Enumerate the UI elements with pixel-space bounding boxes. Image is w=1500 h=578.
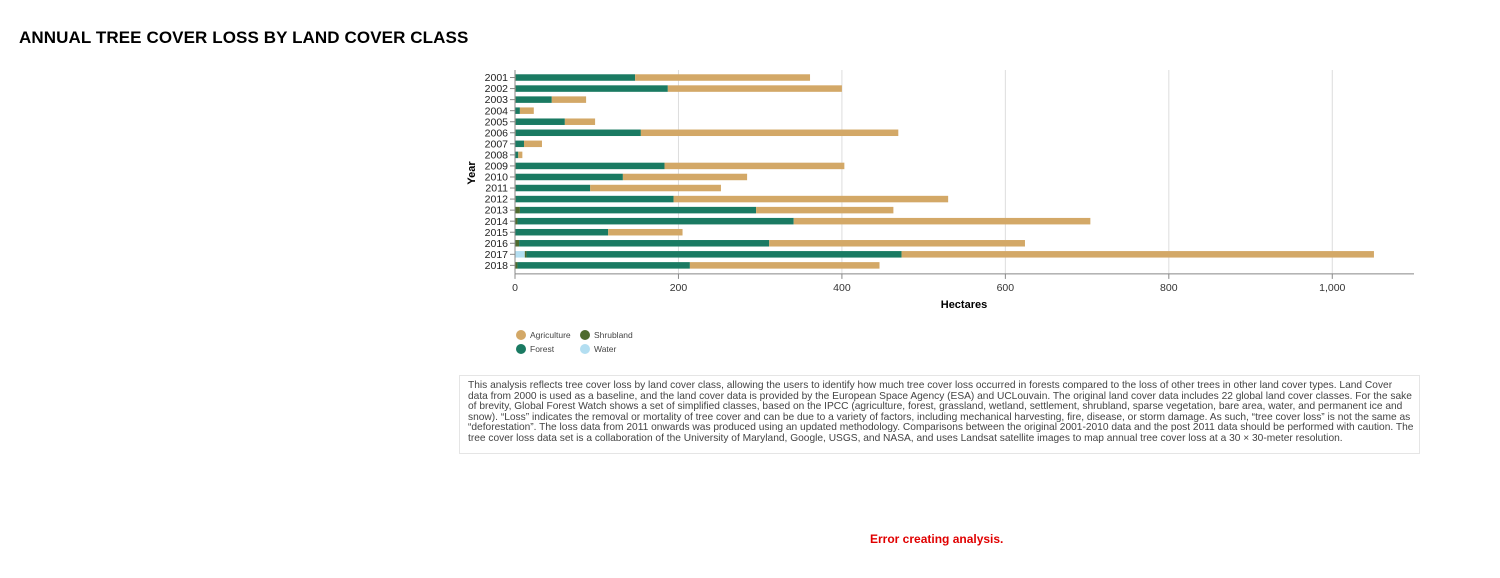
x-axis: 0 200 400 600 800 1,000 — [512, 273, 1414, 294]
bar-agriculture-2009[interactable] — [664, 162, 845, 170]
bar-agriculture-2014[interactable] — [793, 217, 1091, 225]
bar-agriculture-2003[interactable] — [551, 96, 587, 103]
bar-agriculture-2005[interactable] — [564, 118, 596, 125]
bar-agriculture-2002[interactable] — [667, 85, 842, 92]
bar-forest-2015[interactable] — [515, 228, 609, 236]
bar-forest-2003[interactable] — [515, 96, 552, 103]
y-tick-label: 2006 — [485, 127, 509, 139]
y-tick-label: 2003 — [485, 94, 509, 106]
y-tick-label: 2016 — [485, 238, 509, 250]
bar-agriculture-2008[interactable] — [518, 151, 523, 159]
y-axis: 2001200220032004200520062007200820092010… — [485, 70, 516, 274]
bar-agriculture-2001[interactable] — [635, 74, 811, 81]
x-tick-label: 1,000 — [1319, 282, 1345, 294]
legend-label: Agriculture — [530, 330, 571, 340]
bar-agriculture-2016[interactable] — [769, 240, 1025, 247]
y-tick-label: 2011 — [485, 183, 508, 195]
bar-agriculture-2012[interactable] — [673, 195, 949, 203]
y-tick-label: 2008 — [485, 149, 509, 161]
legend-swatch — [516, 344, 526, 354]
legend-swatch — [580, 344, 590, 354]
bar-agriculture-2004[interactable] — [519, 107, 534, 114]
bar-agriculture-2017[interactable] — [901, 251, 1374, 258]
x-tick-label: 600 — [997, 282, 1015, 294]
bar-agriculture-2006[interactable] — [640, 129, 899, 137]
y-tick-label: 2012 — [485, 194, 509, 206]
y-tick-label: 2004 — [485, 105, 509, 117]
bar-shrubland-2014[interactable] — [515, 217, 518, 225]
bar-shrubland-2017[interactable] — [524, 251, 527, 258]
legend-swatch — [516, 330, 526, 340]
bar-agriculture-2010[interactable] — [622, 173, 748, 181]
bar-shrubland-2013[interactable] — [515, 206, 520, 214]
x-tick-label: 400 — [833, 282, 851, 294]
y-tick-label: 2009 — [485, 161, 509, 173]
bar-agriculture-2013[interactable] — [756, 206, 894, 214]
x-tick-label: 200 — [670, 282, 688, 294]
y-tick-label: 2010 — [485, 172, 509, 184]
bar-forest-2016[interactable] — [519, 240, 770, 247]
bar-forest-2009[interactable] — [515, 162, 665, 170]
y-tick-label: 2002 — [485, 83, 509, 95]
bar-forest-2005[interactable] — [515, 118, 565, 125]
bar-forest-2007[interactable] — [515, 140, 524, 148]
legend-label: Shrubland — [594, 330, 633, 340]
bar-water-2017[interactable] — [515, 251, 525, 258]
gridlines — [677, 70, 1333, 274]
bar-forest-2004[interactable] — [515, 107, 520, 114]
y-tick-label: 2018 — [485, 260, 509, 272]
bar-forest-2013[interactable] — [519, 206, 757, 214]
y-tick-label: 2015 — [485, 227, 509, 239]
bar-forest-2011[interactable] — [515, 184, 591, 192]
bars — [515, 74, 1374, 269]
bar-shrubland-2016[interactable] — [515, 240, 520, 247]
y-axis-title: Year — [466, 161, 478, 185]
bar-forest-2008[interactable] — [515, 151, 519, 159]
legend-label: Water — [594, 344, 617, 354]
y-tick-label: 2014 — [485, 216, 509, 228]
bar-forest-2010[interactable] — [515, 173, 623, 181]
bar-forest-2006[interactable] — [515, 129, 641, 137]
legend-swatch — [580, 330, 590, 340]
error-message: Error creating analysis. — [870, 532, 1004, 546]
y-tick-label: 2007 — [485, 138, 509, 150]
y-tick-label: 2001 — [485, 72, 509, 84]
legend-item-water[interactable]: Water — [580, 344, 617, 354]
bar-agriculture-2015[interactable] — [608, 228, 683, 236]
legend-item-forest[interactable]: Forest — [516, 344, 555, 354]
x-axis-title: Hectares — [941, 299, 987, 311]
bar-agriculture-2007[interactable] — [523, 140, 542, 148]
bar-shrubland-2018[interactable] — [515, 262, 518, 269]
legend-item-shrubland[interactable]: Shrubland — [580, 330, 633, 340]
x-tick-label: 800 — [1160, 282, 1178, 294]
y-tick-label: 2013 — [485, 205, 509, 217]
bar-forest-2002[interactable] — [515, 85, 668, 92]
x-tick-label: 0 — [512, 282, 518, 294]
bar-forest-2012[interactable] — [515, 195, 674, 203]
bar-agriculture-2011[interactable] — [590, 184, 721, 192]
bar-forest-2017[interactable] — [526, 251, 902, 258]
page-title: ANNUAL TREE COVER LOSS BY LAND COVER CLA… — [19, 28, 469, 47]
y-tick-label: 2017 — [485, 249, 509, 261]
legend-item-agriculture[interactable]: Agriculture — [516, 330, 571, 340]
tree-cover-loss-chart: 2001200220032004200520062007200820092010… — [466, 70, 1414, 354]
legend: Agriculture Shrubland Forest Water — [516, 330, 633, 354]
bar-forest-2001[interactable] — [515, 74, 636, 81]
bar-forest-2018[interactable] — [517, 262, 690, 269]
legend-label: Forest — [530, 344, 555, 354]
bar-forest-2014[interactable] — [517, 217, 794, 225]
analysis-description: This analysis reflects tree cover loss b… — [459, 375, 1420, 454]
y-tick-label: 2005 — [485, 116, 509, 128]
bar-agriculture-2018[interactable] — [689, 262, 880, 269]
